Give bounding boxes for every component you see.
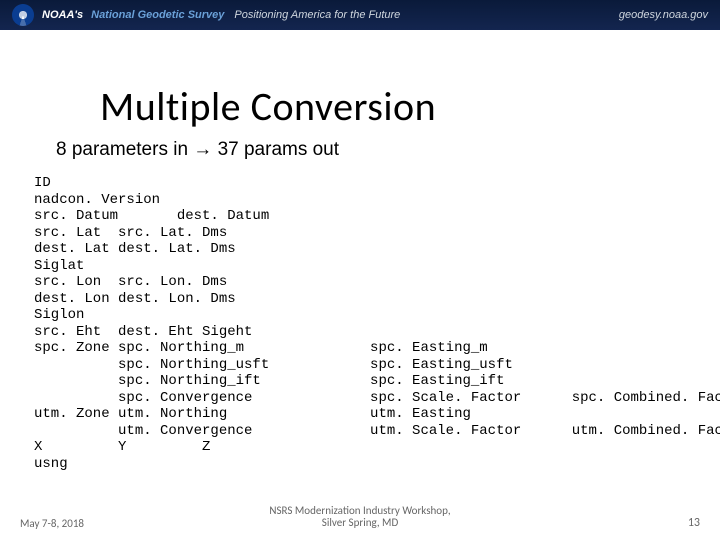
header-noaa: NOAA's bbox=[42, 9, 83, 21]
footer-event-line1: NSRS Modernization Industry Workshop, bbox=[269, 504, 450, 517]
slide-footer: May 7-8, 2018 NSRS Modernization Industr… bbox=[0, 516, 720, 530]
noaa-header: NOAA's National Geodetic Survey Position… bbox=[0, 0, 720, 30]
footer-date: May 7-8, 2018 bbox=[20, 517, 84, 530]
slide-subtitle: 8 parameters in → 37 params out bbox=[56, 139, 690, 161]
header-url: geodesy.noaa.gov bbox=[619, 9, 708, 21]
header-tagline: Positioning America for the Future bbox=[234, 9, 400, 21]
parameter-listing: ID nadcon. Version src. Datum dest. Datu… bbox=[34, 175, 690, 472]
footer-event: NSRS Modernization Industry Workshop, Si… bbox=[269, 505, 450, 530]
footer-event-line2: Silver Spring, MD bbox=[322, 516, 398, 529]
slide-title: Multiple Conversion bbox=[100, 82, 690, 131]
header-ngs: National Geodetic Survey bbox=[91, 9, 224, 21]
noaa-logo-icon bbox=[12, 4, 34, 26]
footer-page-number: 13 bbox=[688, 516, 700, 530]
slide-body: Multiple Conversion 8 parameters in → 37… bbox=[0, 30, 720, 540]
header-left: NOAA's National Geodetic Survey Position… bbox=[12, 4, 400, 26]
